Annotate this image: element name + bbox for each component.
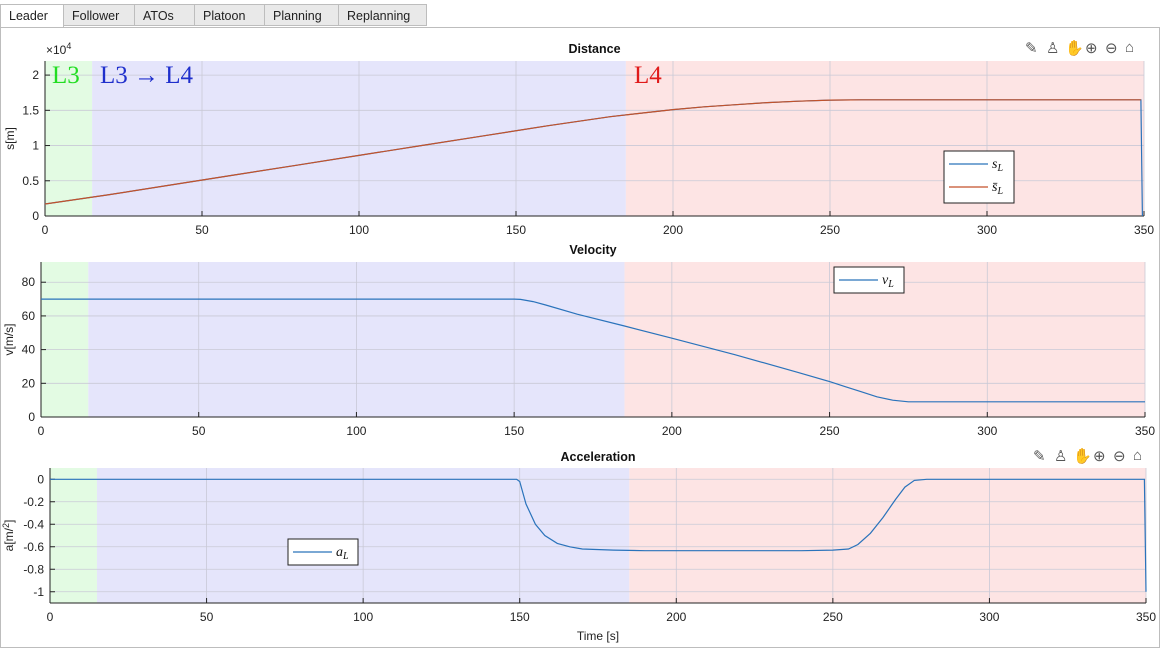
legend-label: vL bbox=[882, 273, 894, 290]
phase-band bbox=[625, 61, 1144, 216]
zoom-out-icon[interactable]: ⊖ bbox=[1113, 448, 1126, 465]
pan-icon[interactable]: ✋ bbox=[1073, 448, 1092, 465]
phase-band bbox=[629, 468, 1146, 603]
x-tick-label: 0 bbox=[38, 424, 45, 438]
y-tick-label: 60 bbox=[22, 309, 36, 323]
exponent-label: ×104 bbox=[46, 41, 71, 57]
y-tick-label: -0.2 bbox=[23, 495, 44, 509]
x-tick-label: 150 bbox=[506, 223, 526, 237]
x-tick-label: 50 bbox=[195, 223, 209, 237]
x-axis-label: Time [s] bbox=[577, 629, 619, 643]
x-tick-label: 350 bbox=[1134, 223, 1154, 237]
y-tick-label: 1.5 bbox=[22, 103, 39, 117]
y-tick-label: 40 bbox=[22, 343, 36, 357]
chart-distance: 0 50 100 150 200 250 300 350 0 0.5 1 1.5 2 Distance s[… bbox=[3, 41, 1154, 237]
y-tick-label: 0.5 bbox=[22, 174, 39, 188]
tab-replanning[interactable]: Replanning bbox=[338, 4, 427, 26]
phase-band bbox=[45, 61, 93, 216]
legend-label: sL bbox=[992, 157, 1003, 174]
x-tick-label: 0 bbox=[42, 223, 49, 237]
edit-icon[interactable]: ✎ bbox=[1025, 40, 1038, 57]
phase-label-l3: L3 bbox=[52, 62, 80, 89]
y-tick-label: 0 bbox=[32, 209, 39, 223]
chart-acceleration: 0 50 100 150 200 250 300 350 0 -0.2 -0.4 -0.6 -0.8 -1… bbox=[1, 450, 1156, 643]
y-tick-label: 0 bbox=[37, 472, 44, 486]
y-tick-label: 80 bbox=[22, 275, 36, 289]
chart-title: Distance bbox=[568, 42, 620, 56]
brush-icon[interactable]: ♙ bbox=[1046, 40, 1060, 57]
tab-follower[interactable]: Follower bbox=[63, 4, 135, 26]
y-tick-label: -1 bbox=[33, 585, 44, 599]
tab-bar: Leader Follower ATOs Platoon Planning Re… bbox=[0, 4, 1162, 28]
phase-band bbox=[41, 262, 89, 417]
x-tick-label: 350 bbox=[1136, 610, 1156, 624]
x-tick-label: 350 bbox=[1135, 424, 1155, 438]
legend-label: aL bbox=[336, 545, 349, 562]
chart-velocity: 0 50 100 150 200 250 300 350 0 20 40 60 80 Velocity v[… bbox=[2, 243, 1155, 438]
x-tick-label: 250 bbox=[820, 223, 840, 237]
x-tick-label: 50 bbox=[192, 424, 206, 438]
tab-leader[interactable]: Leader bbox=[0, 4, 64, 28]
x-tick-label: 0 bbox=[47, 610, 54, 624]
x-tick-label: 200 bbox=[662, 424, 682, 438]
y-tick-label: -0.8 bbox=[23, 562, 44, 576]
zoom-in-icon[interactable]: ⊕ bbox=[1085, 40, 1098, 57]
home-icon[interactable]: ⌂ bbox=[1125, 39, 1135, 56]
x-tick-label: 150 bbox=[510, 610, 530, 624]
x-tick-label: 100 bbox=[346, 424, 366, 438]
pan-icon[interactable]: ✋ bbox=[1065, 40, 1084, 57]
y-tick-label: -0.4 bbox=[23, 517, 44, 531]
x-tick-label: 200 bbox=[663, 223, 683, 237]
phase-labels: L3 L3 → L4 L4 bbox=[52, 62, 662, 89]
series-line bbox=[41, 298, 1145, 403]
zoom-in-icon[interactable]: ⊕ bbox=[1093, 448, 1106, 465]
tab-planning[interactable]: Planning bbox=[264, 4, 339, 26]
phase-band bbox=[50, 468, 97, 603]
legend-box bbox=[943, 150, 1015, 204]
x-tick-label: 150 bbox=[504, 424, 524, 438]
y-axis-label: s[m] bbox=[3, 127, 17, 150]
y-tick-label: 1 bbox=[32, 139, 39, 153]
series-line bbox=[50, 478, 1147, 592]
tab-atos[interactable]: ATOs bbox=[134, 4, 195, 26]
x-tick-label: 200 bbox=[666, 610, 686, 624]
y-tick-label: 20 bbox=[22, 376, 36, 390]
x-tick-label: 50 bbox=[200, 610, 214, 624]
brush-icon[interactable]: ♙ bbox=[1054, 448, 1068, 465]
edit-icon[interactable]: ✎ bbox=[1033, 448, 1046, 465]
y-axis-label: a[m/2] bbox=[1, 520, 16, 552]
series-line bbox=[44, 99, 1141, 205]
y-tick-label: -0.6 bbox=[23, 540, 44, 554]
y-tick-label: 0 bbox=[28, 410, 35, 424]
x-tick-label: 100 bbox=[353, 610, 373, 624]
home-icon[interactable]: ⌂ bbox=[1133, 447, 1143, 464]
x-tick-label: 300 bbox=[977, 424, 997, 438]
x-tick-label: 100 bbox=[349, 223, 369, 237]
x-tick-label: 300 bbox=[979, 610, 999, 624]
phase-label-l3-l4: L3 → L4 bbox=[100, 62, 194, 89]
phase-label-l4: L4 bbox=[634, 62, 662, 89]
tab-panel bbox=[0, 27, 1160, 648]
zoom-out-icon[interactable]: ⊖ bbox=[1105, 40, 1118, 57]
legend-label: s̄L bbox=[992, 180, 1003, 197]
x-tick-label: 300 bbox=[977, 223, 997, 237]
chart-title: Velocity bbox=[569, 243, 616, 257]
x-tick-label: 250 bbox=[823, 610, 843, 624]
y-axis-label: v[m/s] bbox=[2, 324, 16, 356]
y-tick-label: 2 bbox=[32, 68, 39, 82]
x-tick-label: 250 bbox=[820, 424, 840, 438]
chart-title: Acceleration bbox=[560, 450, 635, 464]
